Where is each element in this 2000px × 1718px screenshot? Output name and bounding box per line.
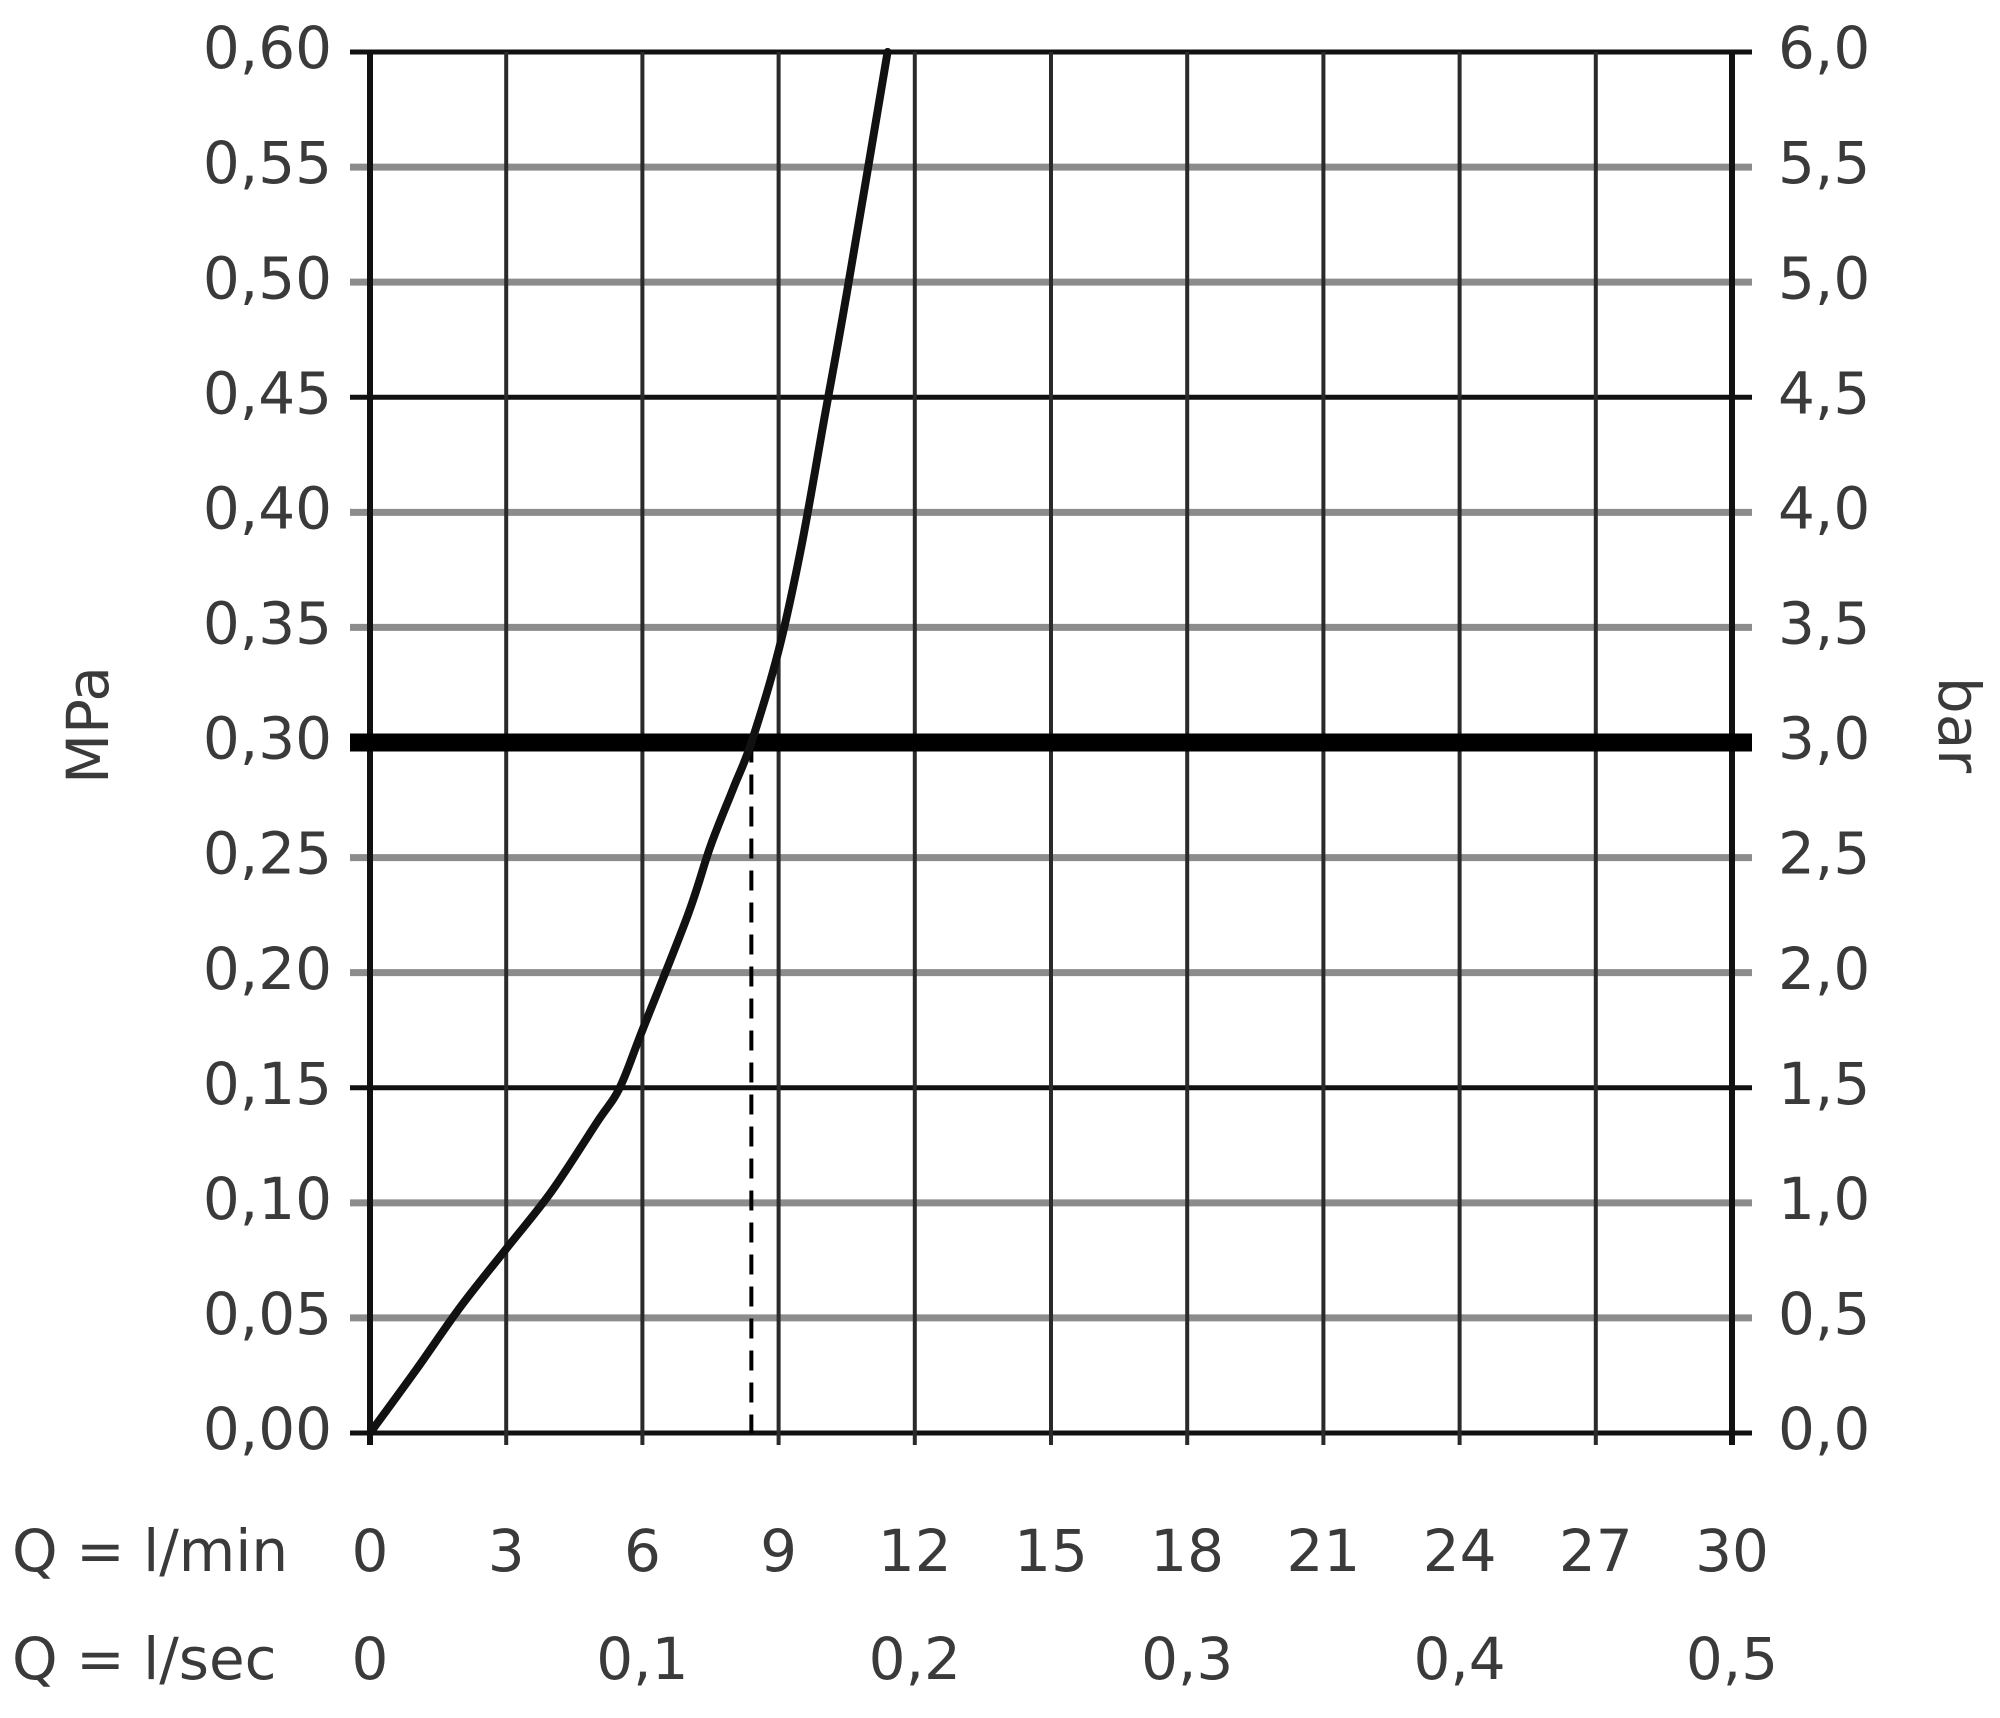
y-tick-label-left: 0,55 [203, 129, 332, 197]
y-axis-left-title: MPa [54, 666, 122, 784]
reference-lines [350, 733, 1752, 1433]
y-tick-label-right: 2,5 [1778, 820, 1870, 888]
y-tick-label-left: 0,25 [203, 820, 332, 888]
x-tick-label-lps: 0,5 [1686, 1625, 1778, 1693]
y-tick-label-left: 0,50 [203, 244, 332, 312]
x-tick-label-lps: 0,1 [596, 1625, 688, 1693]
y-tick-label-left: 0,35 [203, 590, 332, 658]
x-tick-label-lpm: 21 [1286, 1517, 1360, 1585]
y-tick-label-right: 4,0 [1778, 474, 1870, 542]
x-tick-label-lps: 0 [352, 1625, 389, 1693]
x-tick-label-lpm: 18 [1150, 1517, 1224, 1585]
tick-labels: 0,000,050,100,150,200,250,300,350,400,45… [203, 14, 1870, 1693]
y-tick-label-right: 3,0 [1778, 705, 1870, 773]
y-tick-label-left: 0,40 [203, 474, 332, 542]
x-tick-label-lps: 0,2 [869, 1625, 961, 1693]
y-tick-label-left: 0,60 [203, 14, 332, 82]
y-tick-label-right: 5,5 [1778, 129, 1870, 197]
x-tick-label-lpm: 30 [1695, 1517, 1769, 1585]
y-tick-label-left: 0,30 [203, 705, 332, 773]
y-axis-right-title: bar [1925, 677, 1993, 773]
x-tick-label-lpm: 6 [624, 1517, 661, 1585]
y-tick-label-right: 0,0 [1778, 1395, 1870, 1463]
x-tick-label-lpm: 3 [488, 1517, 525, 1585]
y-tick-label-left: 0,05 [203, 1280, 332, 1348]
x-tick-label-lps: 0,4 [1413, 1625, 1505, 1693]
y-tick-label-left: 0,20 [203, 935, 332, 1003]
y-tick-label-left: 0,45 [203, 359, 332, 427]
y-tick-label-right: 4,5 [1778, 359, 1870, 427]
y-tick-label-left: 0,00 [203, 1395, 332, 1463]
y-tick-label-right: 3,5 [1778, 590, 1870, 658]
x-tick-label-lpm: 0 [352, 1517, 389, 1585]
y-tick-label-left: 0,15 [203, 1050, 332, 1118]
y-tick-label-right: 1,5 [1778, 1050, 1870, 1118]
y-tick-label-right: 6,0 [1778, 14, 1870, 82]
x-tick-label-lps: 0,3 [1141, 1625, 1233, 1693]
series-line [366, 48, 892, 1437]
x-tick-label-lpm: 15 [1014, 1517, 1088, 1585]
y-tick-label-right: 5,0 [1778, 244, 1870, 312]
y-tick-label-right: 0,5 [1778, 1280, 1870, 1348]
x-tick-label-lpm: 12 [878, 1517, 952, 1585]
y-tick-label-right: 2,0 [1778, 935, 1870, 1003]
y-tick-label-right: 1,0 [1778, 1165, 1870, 1233]
x-axis-lpm-title: Q = l/min [12, 1517, 288, 1585]
x-tick-label-lpm: 24 [1423, 1517, 1497, 1585]
x-axis-lps-title: Q = l/sec [12, 1625, 277, 1693]
x-tick-label-lpm: 27 [1559, 1517, 1633, 1585]
series [366, 48, 892, 1437]
y-tick-label-left: 0,10 [203, 1165, 332, 1233]
x-tick-label-lpm: 9 [760, 1517, 797, 1585]
